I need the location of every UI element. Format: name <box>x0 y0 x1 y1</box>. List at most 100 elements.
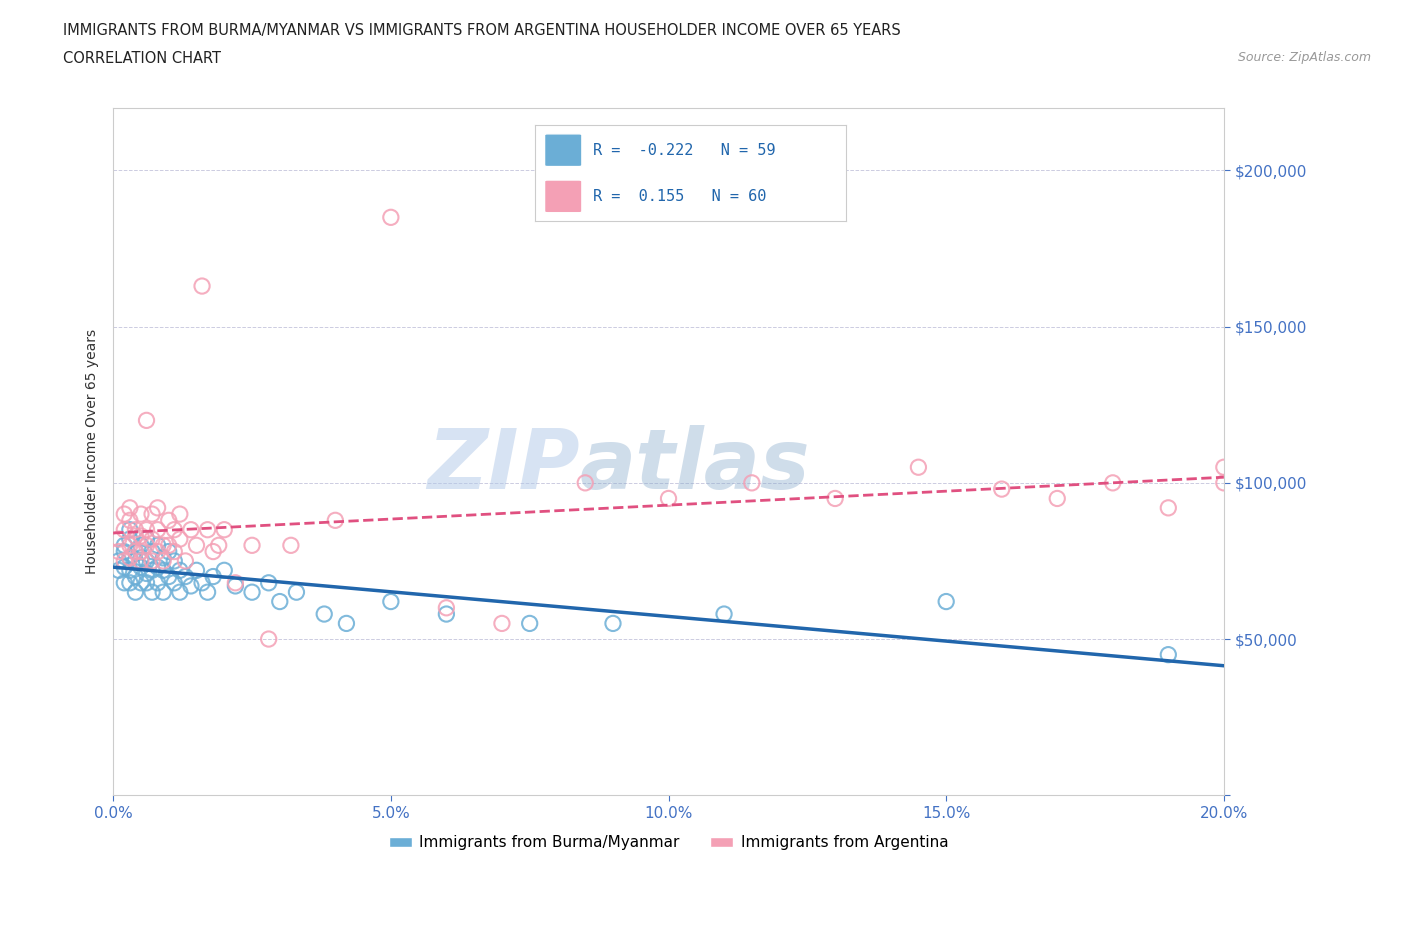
Point <box>118 551 141 565</box>
Point <box>124 523 146 538</box>
Point <box>1157 500 1180 515</box>
Point <box>118 532 141 547</box>
Point <box>169 585 191 600</box>
Point <box>713 606 735 621</box>
Point <box>124 528 146 543</box>
Point <box>107 553 129 568</box>
Point <box>1046 491 1069 506</box>
Point <box>118 500 141 515</box>
Point <box>257 576 280 591</box>
Point <box>112 544 135 559</box>
Point <box>180 523 202 538</box>
Point <box>146 544 169 559</box>
Point <box>107 563 129 578</box>
Point <box>141 544 163 559</box>
Point <box>335 616 357 631</box>
Point <box>657 491 679 506</box>
Point <box>1212 475 1234 490</box>
Point <box>157 538 180 552</box>
Point <box>163 544 186 559</box>
Point <box>741 475 763 490</box>
Point <box>157 513 180 528</box>
Point <box>574 475 596 490</box>
Point <box>157 569 180 584</box>
Text: CORRELATION CHART: CORRELATION CHART <box>63 51 221 66</box>
Text: ZIP: ZIP <box>427 425 579 506</box>
Point <box>118 523 141 538</box>
Point <box>152 563 174 578</box>
Point <box>118 513 141 528</box>
Point <box>1101 475 1123 490</box>
Point <box>180 578 202 593</box>
Point <box>197 585 219 600</box>
Point <box>280 538 302 552</box>
Point <box>602 616 624 631</box>
Point <box>1157 647 1180 662</box>
Point <box>135 523 157 538</box>
Point <box>135 566 157 581</box>
Point <box>202 544 225 559</box>
Point <box>146 538 169 552</box>
Point <box>174 553 197 568</box>
Point <box>1212 459 1234 474</box>
Point <box>191 279 214 294</box>
Point <box>118 576 141 591</box>
Point <box>907 459 929 474</box>
Point <box>141 532 163 547</box>
Point <box>163 523 186 538</box>
Point <box>169 563 191 578</box>
Point <box>380 210 402 225</box>
Point <box>107 532 129 547</box>
Point <box>491 616 513 631</box>
Point <box>380 594 402 609</box>
Point <box>141 507 163 522</box>
Point <box>224 576 246 591</box>
Point <box>152 553 174 568</box>
Point <box>118 563 141 578</box>
Point <box>112 560 135 575</box>
Y-axis label: Householder Income Over 65 years: Householder Income Over 65 years <box>86 329 100 574</box>
Point <box>202 569 225 584</box>
Point <box>285 585 308 600</box>
Legend: Immigrants from Burma/Myanmar, Immigrants from Argentina: Immigrants from Burma/Myanmar, Immigrant… <box>382 829 955 857</box>
Point <box>135 553 157 568</box>
Point <box>519 616 541 631</box>
Point <box>240 585 263 600</box>
Point <box>240 538 263 552</box>
Point <box>129 553 152 568</box>
Point <box>434 601 457 616</box>
Text: atlas: atlas <box>579 425 810 506</box>
Point <box>129 560 152 575</box>
Point <box>135 538 157 552</box>
Point <box>141 563 163 578</box>
Point <box>186 538 208 552</box>
Point <box>935 594 957 609</box>
Point <box>141 585 163 600</box>
Point <box>186 563 208 578</box>
Point <box>152 551 174 565</box>
Point <box>152 538 174 552</box>
Point <box>112 507 135 522</box>
Point <box>824 491 846 506</box>
Point <box>157 544 180 559</box>
Point <box>212 523 235 538</box>
Point <box>169 532 191 547</box>
Point <box>129 538 152 552</box>
Point <box>112 576 135 591</box>
Point <box>257 631 280 646</box>
Point <box>146 523 169 538</box>
Point <box>135 576 157 591</box>
Point <box>990 482 1012 497</box>
Point <box>323 513 346 528</box>
Point <box>124 544 146 559</box>
Point <box>124 553 146 568</box>
Point <box>129 528 152 543</box>
Point <box>224 578 246 593</box>
Point <box>163 576 186 591</box>
Point <box>146 560 169 575</box>
Point <box>129 544 152 559</box>
Point <box>434 606 457 621</box>
Point <box>141 553 163 568</box>
Point <box>124 569 146 584</box>
Point <box>135 532 157 547</box>
